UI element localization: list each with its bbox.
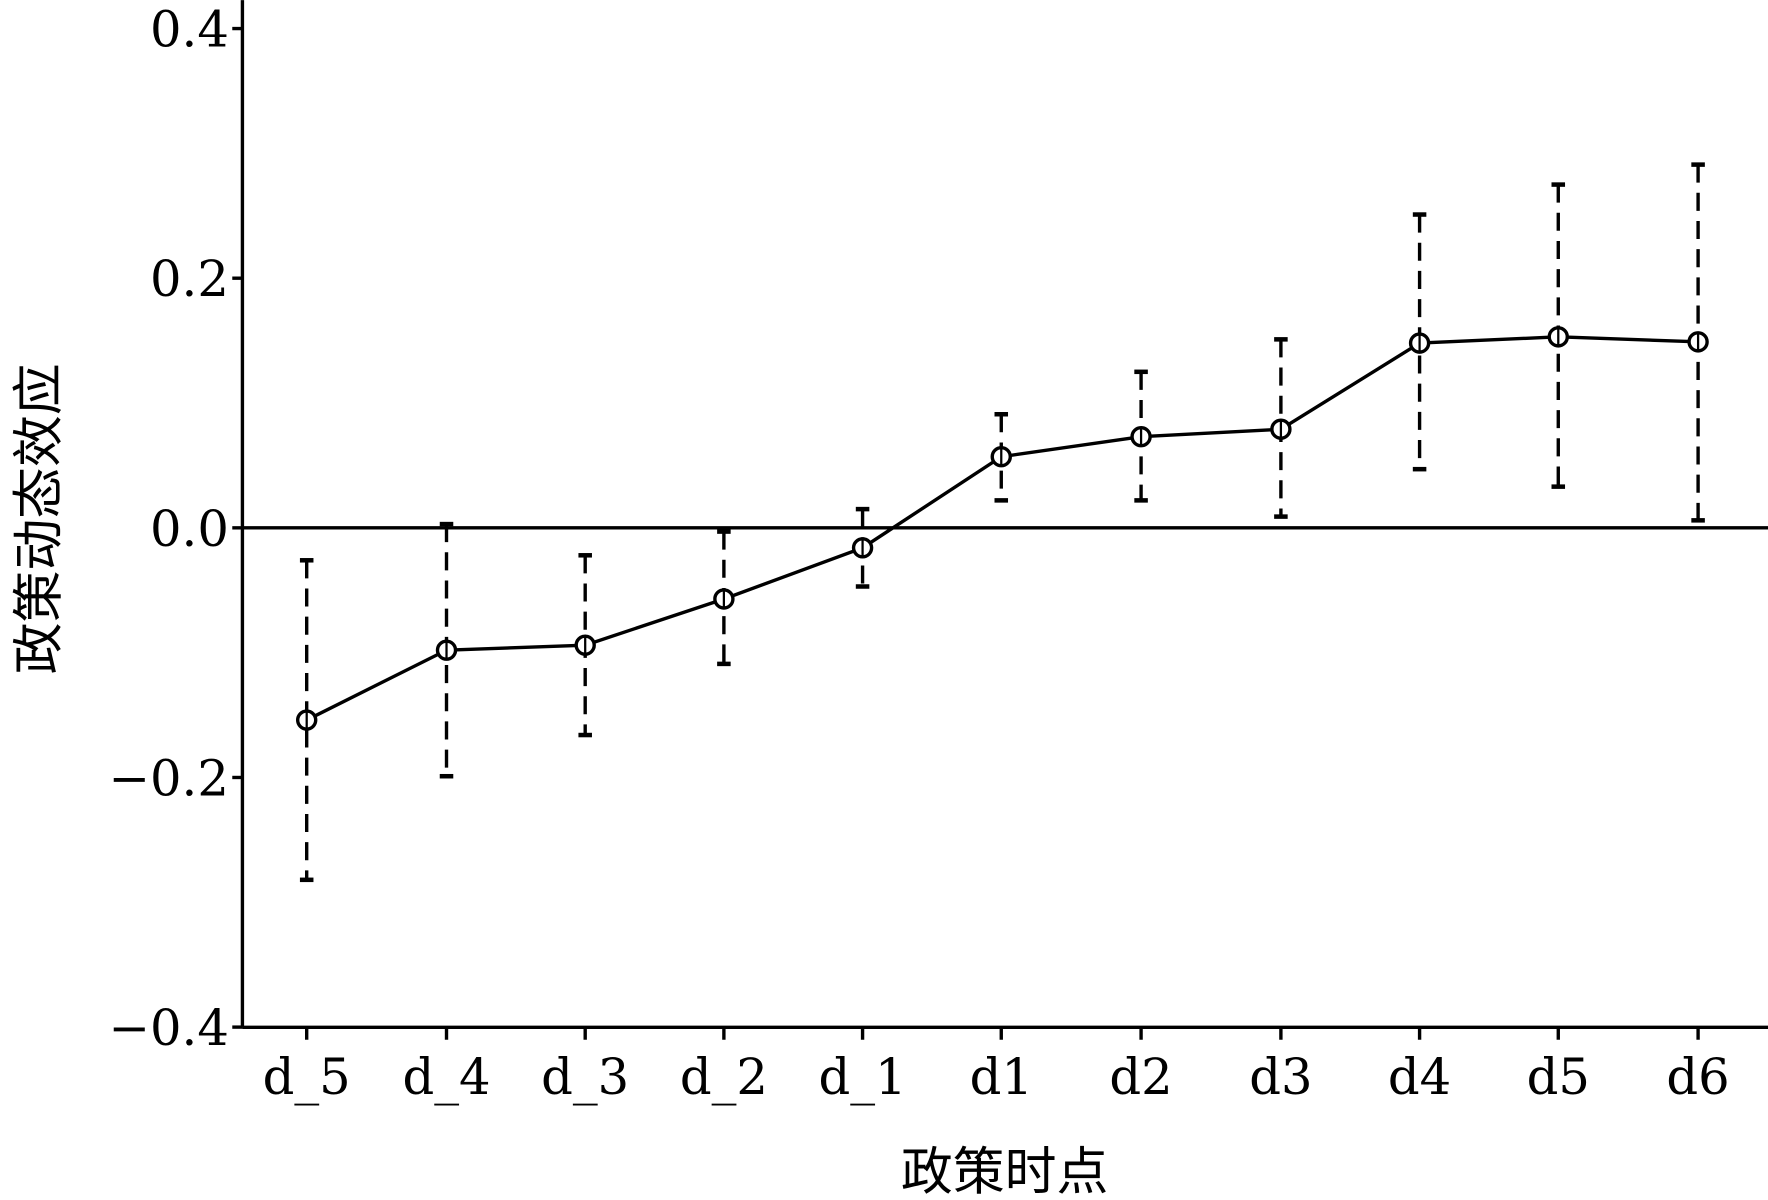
- axes: −0.4 −0.2 0.0 0.2 0.4 d_5 d_4 d_3 d_2 d_1 d1 d2 d3 d4…: [108, 0, 1768, 1106]
- x-tick-label: d_2: [680, 1048, 768, 1106]
- data-marks: [295, 162, 1709, 883]
- y-tick-label: 0.0: [150, 500, 229, 558]
- x-tick-label: d5: [1527, 1048, 1590, 1106]
- y-tick-label: −0.4: [108, 999, 228, 1057]
- x-tick-label: d4: [1388, 1048, 1451, 1106]
- x-tick-label: d3: [1249, 1048, 1312, 1106]
- x-tick-label: d6: [1666, 1048, 1729, 1106]
- x-tick-label: d_5: [263, 1048, 351, 1106]
- y-tick-label: −0.2: [108, 750, 228, 808]
- x-tick-label: d_3: [541, 1048, 629, 1106]
- x-tick-label: d2: [1109, 1048, 1172, 1106]
- y-axis-label: 政策动态效应: [9, 363, 69, 674]
- x-tick-label: d1: [970, 1048, 1033, 1106]
- y-tick-label: 0.2: [150, 250, 229, 308]
- x-tick-label: d_4: [402, 1048, 490, 1106]
- x-tick-label: d_1: [819, 1048, 907, 1106]
- x-axis-label: 政策时点: [901, 1143, 1108, 1200]
- y-tick-label: 0.4: [150, 1, 229, 59]
